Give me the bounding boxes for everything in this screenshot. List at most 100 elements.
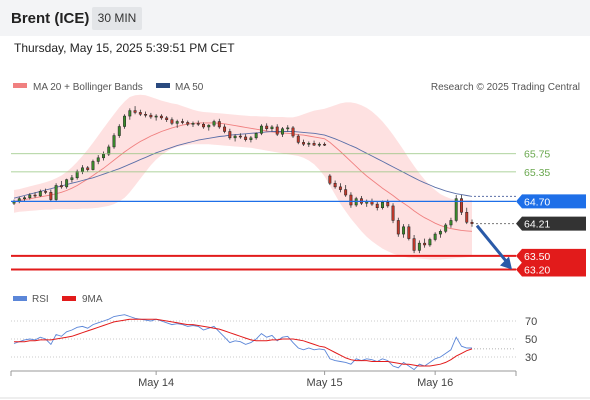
- candle-body: [470, 222, 474, 224]
- candle-body: [133, 110, 137, 113]
- candle-body: [402, 226, 406, 235]
- candle-body: [407, 226, 411, 239]
- rsi-ma-legend-swatch: [62, 296, 76, 301]
- candle-body: [80, 167, 84, 172]
- candle-body: [228, 131, 232, 139]
- candle-body: [291, 127, 295, 137]
- candle-body: [181, 121, 184, 123]
- chart-header: Brent (ICE) 30 MIN: [0, 0, 590, 36]
- bollinger-band: [14, 94, 472, 260]
- rsi-tick-30: 30: [525, 352, 537, 364]
- candle-body: [165, 117, 169, 120]
- x-axis: May 14 May 15 May 16: [138, 371, 453, 389]
- candle-body: [186, 122, 190, 125]
- x-tick-label: May 14: [138, 377, 174, 389]
- candle-body: [307, 143, 311, 145]
- candle-body: [138, 112, 142, 115]
- candle-body: [270, 126, 274, 130]
- support-tag-2-bg: [516, 262, 586, 277]
- candle-body: [344, 189, 348, 196]
- ma50-line: [13, 131, 473, 199]
- candle-body: [191, 123, 195, 125]
- rsi-ma-line: [14, 318, 473, 367]
- rsi-legend-label: RSI: [32, 294, 49, 305]
- rsi-legend-swatch: [13, 296, 27, 301]
- candle-body: [281, 128, 284, 135]
- price-pane: [12, 94, 474, 260]
- candle-body: [65, 179, 69, 188]
- last-price-tag-label: 64.21: [524, 219, 550, 231]
- ma50-legend-swatch: [156, 83, 170, 88]
- candle-body: [391, 205, 395, 221]
- candle-body: [112, 135, 116, 148]
- x-tick-label: May 16: [417, 377, 453, 389]
- candle-body: [117, 126, 121, 136]
- candle-body: [154, 115, 158, 118]
- candle-body: [449, 220, 453, 226]
- candle-body: [438, 231, 442, 235]
- candle-body: [44, 191, 48, 193]
- candle-body: [386, 202, 390, 207]
- candle-body: [286, 127, 290, 130]
- chart-datetime: Thursday, May 15, 2025 5:39:51 PM CET: [14, 41, 235, 55]
- candle-body: [170, 119, 174, 124]
- candle-body: [128, 110, 132, 117]
- candle-body: [96, 157, 100, 162]
- candle-body: [296, 135, 300, 143]
- candle-body: [465, 212, 469, 223]
- candle-body: [323, 143, 327, 146]
- support-tag-1-bg: [516, 248, 586, 263]
- rsi-pane: [11, 314, 516, 371]
- x-tick-label: May 15: [307, 377, 343, 389]
- candle-body: [454, 198, 458, 221]
- candle-body: [75, 171, 79, 179]
- candle-body: [338, 186, 342, 190]
- candle-body: [38, 191, 42, 197]
- candle-body: [244, 136, 248, 140]
- ma50-legend-label: MA 50: [175, 82, 204, 93]
- candle-body: [175, 121, 179, 124]
- candle-body: [86, 167, 90, 170]
- pivot-tag-label: 64.70: [524, 196, 550, 208]
- candle-body: [149, 114, 153, 118]
- candle-body: [223, 126, 227, 132]
- candle-body: [49, 192, 53, 200]
- rsi-tick-50: 50: [525, 334, 537, 346]
- candle-body: [412, 238, 416, 251]
- candle-body: [312, 143, 316, 146]
- timeframe-badge[interactable]: 30 MIN: [92, 7, 142, 30]
- rsi-line: [13, 314, 472, 371]
- support-tag-1-label: 63.50: [524, 251, 550, 263]
- ma20-line: [13, 122, 473, 232]
- candle-body: [28, 194, 32, 199]
- ma20-legend-label: MA 20 + Bollinger Bands: [33, 82, 143, 93]
- candle-body: [70, 177, 74, 180]
- projection-arrow-head: [500, 256, 512, 270]
- candle-body: [144, 113, 148, 116]
- candle-body: [59, 185, 63, 188]
- candle-body: [417, 242, 421, 251]
- candle-body: [396, 220, 400, 235]
- candle-body: [217, 121, 221, 128]
- candle-body: [23, 197, 26, 200]
- candle-body: [159, 115, 163, 119]
- candle-body: [202, 123, 205, 128]
- instrument-title: Brent (ICE): [11, 10, 90, 27]
- ma20-legend-swatch: [13, 83, 27, 88]
- resistance-label-2: 65.35: [524, 167, 550, 179]
- resistance-label-1: 65.75: [524, 149, 550, 161]
- projection-arrow-shaft: [475, 224, 510, 265]
- candle-body: [433, 233, 437, 240]
- rsi-tick-70: 70: [525, 316, 537, 328]
- candle-body: [381, 202, 384, 208]
- last-price-tag-bg: [516, 216, 586, 231]
- candle-body: [275, 126, 279, 135]
- candle-body: [428, 239, 432, 246]
- candle-body: [265, 125, 269, 130]
- candle-body: [102, 153, 105, 159]
- pivot-tag-bg: [516, 194, 586, 209]
- candle-body: [54, 185, 58, 200]
- candle-body: [233, 135, 237, 139]
- candle-body: [107, 146, 111, 155]
